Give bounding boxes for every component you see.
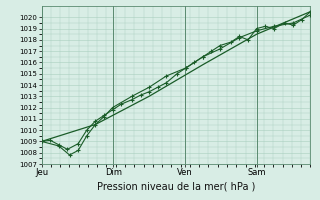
X-axis label: Pression niveau de la mer( hPa ): Pression niveau de la mer( hPa ) [97,181,255,191]
